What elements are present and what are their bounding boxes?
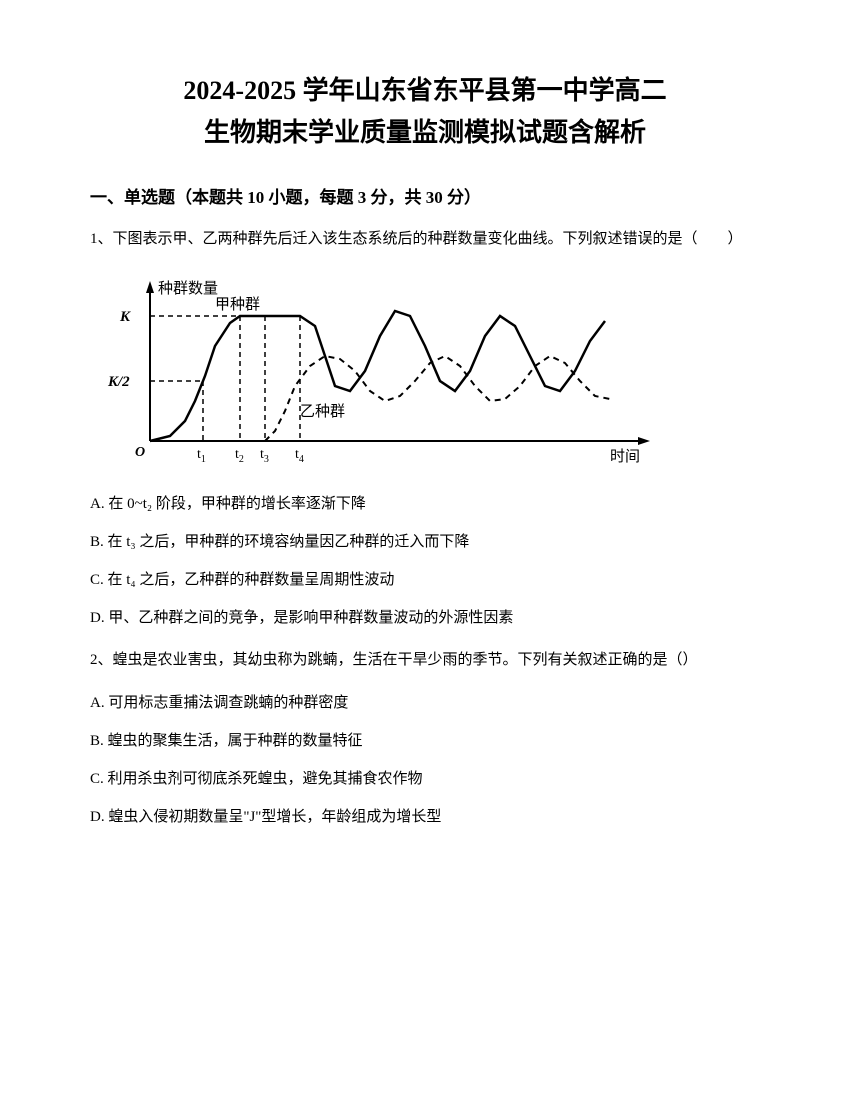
section-header: 一、单选题（本题共 10 小题，每题 3 分，共 30 分） [90,183,760,208]
q1-option-D: D. 甲、乙种群之间的竞争，是影响甲种群数量波动的外源性因素 [90,600,760,636]
y-tick-K2: K/2 [107,374,130,390]
q1-option-A: A. 在 0~t₂ 阶段，甲种群的增长率逐渐下降 [90,486,760,522]
origin-label: O [135,445,145,460]
q1-option-C: C. 在 t₄ 之后，乙种群的种群数量呈周期性波动 [90,562,760,598]
q2-option-C: C. 利用杀虫剂可彻底杀死蝗虫，避免其捕食农作物 [90,761,760,797]
q2-option-B: B. 蝗虫的聚集生活，属于种群的数量特征 [90,723,760,759]
title-line-2: 生物期末学业质量监测模拟试题含解析 [90,112,760,154]
question-2-body: 蝗虫是农业害虫，其幼虫称为跳蝻，生活在干旱少雨的季节。下列有关叙述正确的是（） [113,652,698,668]
x-tick-t1: t1 [197,447,206,465]
chart-svg: 种群数量 时间 K K/2 O t1 t2 t3 t4 甲种群 乙种群 [100,271,660,466]
question-2-number: 2、 [90,652,113,668]
x-tick-t3: t3 [260,447,269,465]
document-title: 2024-2025 学年山东省东平县第一中学高二 生物期末学业质量监测模拟试题含… [90,70,760,153]
question-1-body: 下图表示甲、乙两种群先后迁入该生态系统后的种群数量变化曲线。下列叙述错误的是（ … [113,231,743,247]
y-axis-arrow [146,281,154,293]
q1-option-B: B. 在 t₃ 之后，甲种群的环境容纳量因乙种群的迁入而下降 [90,524,760,560]
q2-option-D: D. 蝗虫入侵初期数量呈"J"型增长，年龄组成为增长型 [90,799,760,835]
curve1-line [150,311,605,441]
x-tick-t2: t2 [235,447,244,465]
title-line-1: 2024-2025 学年山东省东平县第一中学高二 [90,70,760,112]
x-axis-arrow [638,437,650,445]
question-1: 1、下图表示甲、乙两种群先后迁入该生态系统后的种群数量变化曲线。下列叙述错误的是… [90,223,760,256]
y-tick-K: K [119,309,131,325]
question-2: 2、蝗虫是农业害虫，其幼虫称为跳蝻，生活在干旱少雨的季节。下列有关叙述正确的是（… [90,644,760,677]
question-2-text: 2、蝗虫是农业害虫，其幼虫称为跳蝻，生活在干旱少雨的季节。下列有关叙述正确的是（… [90,644,760,677]
x-tick-t4: t4 [295,447,304,465]
curve1-label: 甲种群 [215,296,260,313]
question-1-number: 1、 [90,231,113,247]
population-chart: 种群数量 时间 K K/2 O t1 t2 t3 t4 甲种群 乙种群 [100,271,660,466]
curve2-label: 乙种群 [300,403,345,420]
question-1-text: 1、下图表示甲、乙两种群先后迁入该生态系统后的种群数量变化曲线。下列叙述错误的是… [90,223,760,256]
y-axis-label: 种群数量 [158,280,218,297]
curve2-line [265,356,610,441]
q2-option-A: A. 可用标志重捕法调查跳蝻的种群密度 [90,685,760,721]
x-axis-label: 时间 [610,448,640,465]
